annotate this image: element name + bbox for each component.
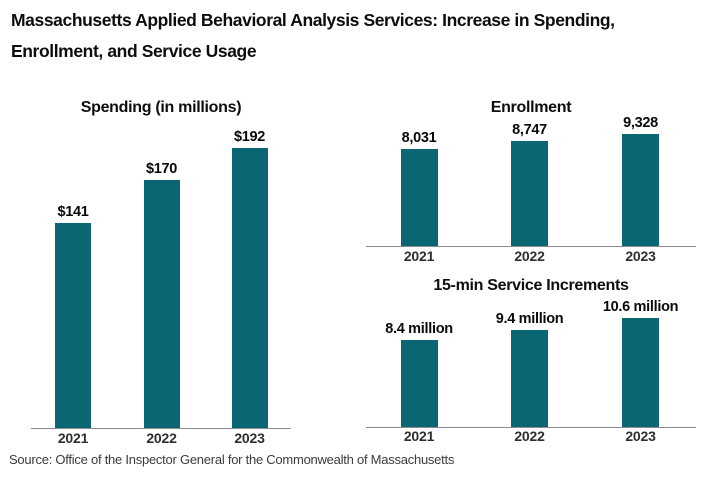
year-label: 2022: [514, 248, 545, 264]
bar-value-label: 8.4 million: [385, 321, 453, 337]
bar-value-label: 8,031: [401, 130, 437, 146]
year-label: 2021: [403, 428, 435, 444]
bar-2022: [143, 180, 180, 428]
year-label: 2023: [625, 248, 656, 264]
x-axis-line: [366, 246, 696, 247]
bar-value-label: 8,747: [512, 122, 547, 138]
bar-value-label: $170: [145, 161, 178, 177]
chart-title-increments: 15-min Service Increments: [433, 277, 629, 294]
page-title: Massachusetts Applied Behavioral Analysi…: [11, 5, 615, 67]
bar-2023: [622, 134, 659, 246]
bar-value-label: 9.4 million: [495, 311, 564, 327]
bar-value-label: 10.6 million: [602, 299, 679, 315]
page-title-line-2: Enrollment, and Service Usage: [11, 40, 257, 61]
page-title-line-1: Massachusetts Applied Behavioral Analysi…: [11, 9, 615, 30]
bar-2022: [511, 330, 548, 427]
x-axis-line: [31, 428, 291, 429]
x-axis-line: [366, 427, 696, 428]
source-note: Source: Office of the Inspector General …: [9, 452, 455, 467]
year-label: 2021: [57, 430, 89, 446]
chart-title-spending: Spending (in millions): [80, 99, 242, 116]
bar-value-label: $192: [233, 129, 266, 145]
bar-2021: [55, 223, 91, 428]
year-label: 2022: [514, 428, 545, 444]
bar-value-label: 9,328: [623, 115, 658, 131]
year-label: 2023: [625, 428, 656, 444]
bar-2022: [511, 141, 548, 246]
bar-2023: [622, 318, 659, 427]
bar-2021: [400, 149, 438, 246]
bar-2021: [400, 340, 438, 427]
year-label: 2022: [146, 430, 177, 446]
chart-title-enrollment: Enrollment: [490, 99, 572, 116]
bar-value-label: $141: [57, 204, 89, 220]
bar-2023: [231, 148, 268, 428]
year-label: 2021: [403, 248, 435, 264]
year-label: 2023: [234, 430, 265, 446]
